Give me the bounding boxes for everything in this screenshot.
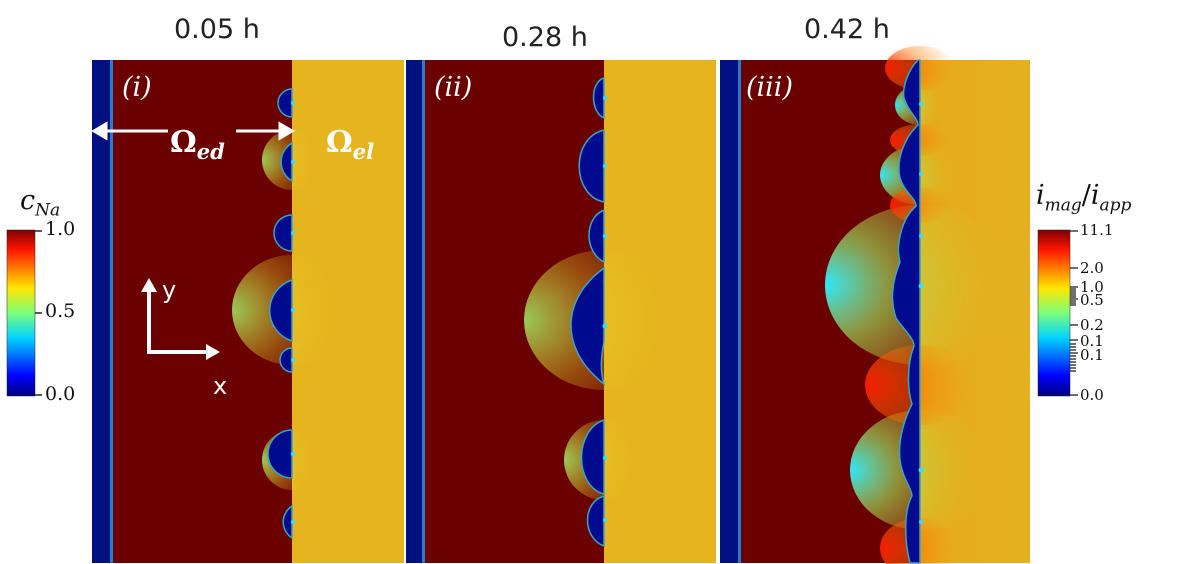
deposits-2 — [570, 77, 606, 548]
omega-ed-arrow — [91, 121, 295, 141]
current-collector-2 — [406, 60, 424, 563]
panel-label-2: (ii) — [434, 72, 473, 103]
panel-1 — [92, 60, 404, 563]
time-label-2: 0.28 h — [502, 22, 588, 53]
current-collector-1 — [92, 60, 112, 563]
y-axis-label: y — [162, 276, 177, 304]
deposits-1 — [267, 88, 293, 540]
deposit-layer-3 — [891, 59, 921, 564]
colorbar-right-tick: 11.1 — [1080, 221, 1114, 239]
xy-axes-icon — [141, 278, 220, 360]
colorbar-right-tick: 0.1 — [1080, 346, 1104, 364]
colorbar-right-tick: 1.0 — [1080, 278, 1104, 296]
current-collector-3 — [720, 60, 740, 563]
colorbar-right — [1037, 229, 1078, 397]
omega-el-label: Ωel — [326, 125, 375, 164]
colorbar-right-tick: 2.0 — [1080, 259, 1104, 277]
panel-label-1: (i) — [122, 72, 152, 103]
colorbar-right-tick: 0.1 — [1080, 332, 1104, 350]
time-label-3: 0.42 h — [804, 14, 890, 45]
panel-label-3: (iii) — [746, 72, 793, 103]
panel-3 — [720, 46, 1030, 564]
colorbar-right-title: imag/iapp — [1036, 180, 1132, 216]
colorbar-right-tick: 0.2 — [1080, 316, 1104, 334]
x-axis-label: x — [213, 372, 228, 400]
colorbar-left-tick: 1.0 — [45, 218, 76, 240]
panel-2 — [406, 60, 716, 563]
time-label-1: 0.05 h — [174, 14, 260, 45]
colorbar-left-title: cNa — [20, 185, 61, 221]
colorbar-left-tick: 0.0 — [45, 383, 76, 405]
colorbar-right-tick: 0.0 — [1080, 386, 1104, 404]
colorbar-right-tick: 0.5 — [1080, 291, 1104, 309]
colorbar-left-tick: 0.5 — [45, 300, 76, 322]
colorbar-left — [6, 229, 42, 397]
omega-ed-label: Ωed — [170, 125, 225, 164]
